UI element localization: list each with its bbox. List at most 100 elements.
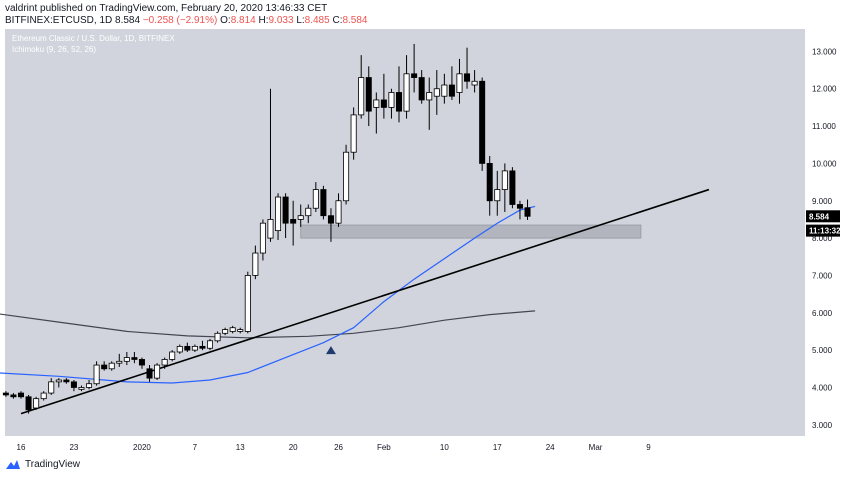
open-label: O: (220, 15, 231, 26)
candle-body (237, 329, 244, 332)
candle (282, 193, 289, 239)
candle (40, 391, 47, 401)
candle (524, 199, 531, 220)
candle (214, 331, 221, 343)
candle-body (509, 170, 516, 205)
candle (267, 88, 274, 242)
candle (380, 73, 387, 119)
candle-body (380, 99, 387, 108)
candle-body (214, 332, 221, 342)
candle (161, 357, 168, 369)
candle-body (305, 207, 312, 217)
candle-body (131, 357, 138, 360)
y-tick-label: 13.000 (812, 47, 837, 56)
candle-body (373, 99, 380, 108)
symbol-label: BITFINEX:ETCUSD, 1D (5, 15, 113, 26)
price-label-bg (806, 210, 840, 223)
low-value: 8.485 (304, 15, 330, 26)
candle (456, 58, 463, 104)
y-tick-label: 8.000 (812, 234, 833, 243)
close-value: 8.584 (342, 15, 368, 26)
candle-body (524, 207, 531, 217)
candle (55, 378, 62, 388)
candle (63, 378, 70, 384)
x-tick-label: 13 (236, 443, 245, 452)
candle (327, 208, 334, 242)
y-tick-label: 11.000 (812, 122, 836, 131)
candle (206, 338, 213, 351)
candle (297, 204, 304, 227)
x-tick-label: 17 (493, 443, 502, 452)
candle-body (10, 394, 17, 398)
x-tick-label: 10 (440, 443, 449, 452)
candle (373, 92, 380, 134)
tradingview-logo-icon (6, 460, 20, 469)
candle (343, 144, 350, 205)
legend-title: Ethereum Classic / U.S. Dollar, 1D, BITF… (12, 34, 175, 43)
candle (86, 379, 93, 390)
candle-body (312, 189, 319, 209)
candle (108, 361, 115, 371)
x-tick-label: Feb (377, 443, 391, 452)
candle (290, 200, 297, 246)
candle-body (86, 383, 93, 388)
candle (320, 185, 327, 220)
support-trendline[interactable] (20, 188, 710, 415)
candle (48, 378, 55, 395)
candle (101, 361, 108, 371)
candle (191, 344, 198, 352)
candle-body (343, 151, 350, 202)
y-tick-label: 5.000 (812, 346, 833, 355)
candle-body (441, 84, 448, 97)
up-arrow-marker-icon (325, 346, 336, 355)
candle (2, 391, 9, 397)
x-tick-label: 2020 (133, 443, 151, 452)
x-tick-label: 7 (193, 443, 198, 452)
y-tick-label: 9.000 (812, 197, 833, 206)
candle-body (388, 92, 395, 108)
candle (395, 66, 402, 123)
candle-body (78, 387, 85, 390)
candle (411, 43, 418, 93)
time-axis[interactable] (5, 436, 850, 456)
candle-body (123, 357, 130, 362)
y-tick-label: 4.000 (812, 383, 833, 392)
candle-body (456, 73, 463, 93)
x-tick-label: 23 (69, 443, 78, 452)
candle (516, 200, 523, 220)
candle-body (290, 219, 297, 224)
candle-body (426, 92, 433, 101)
x-tick-label: 16 (17, 443, 26, 452)
candle (146, 365, 153, 382)
candle (93, 361, 100, 386)
candle (350, 107, 357, 160)
brand-name: TradingView (25, 459, 81, 470)
candle-body (25, 396, 32, 411)
candle-body (395, 92, 402, 112)
candle (471, 70, 478, 93)
y-tick-label: 7.000 (812, 271, 833, 280)
candle-body (222, 329, 229, 334)
candle (169, 350, 176, 362)
candle (131, 351, 138, 364)
candle-body (320, 189, 327, 217)
candle (312, 182, 319, 212)
candle (441, 73, 448, 104)
support-zone[interactable] (300, 224, 642, 239)
candle-body (191, 345, 198, 351)
candle-body (516, 204, 523, 209)
candle (244, 271, 251, 334)
x-tick-label: 9 (646, 443, 651, 452)
candle-body (199, 345, 206, 349)
y-tick-label: 10.000 (812, 159, 837, 168)
candle (138, 357, 145, 369)
candle (365, 66, 372, 127)
footer-brand[interactable]: TradingView (5, 459, 80, 470)
x-tick-label: Mar (589, 443, 603, 452)
candle-body (93, 364, 100, 385)
candle (479, 77, 486, 171)
candle-body (48, 381, 55, 394)
last-price: 8.584 (115, 15, 141, 26)
candle (199, 340, 206, 351)
